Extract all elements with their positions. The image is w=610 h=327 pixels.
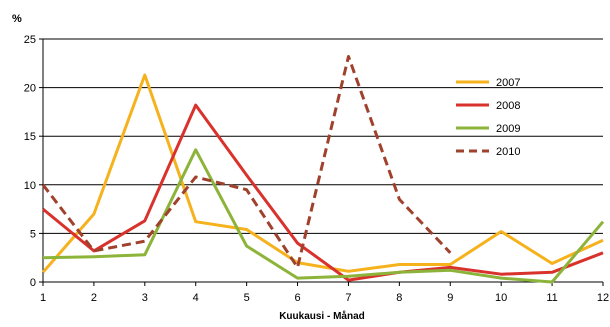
x-tick-label: 8 (396, 292, 402, 304)
grid-lines (39, 38, 603, 283)
x-tick-label: 12 (597, 292, 609, 304)
y-tick-label: 25 (24, 34, 36, 46)
y-tick-label: 15 (24, 131, 36, 143)
x-tick-label: 3 (142, 292, 148, 304)
x-tick-label: 5 (244, 292, 250, 304)
x-tick-label: 11 (546, 292, 557, 304)
legend: 2007 2008 2009 2010 (456, 77, 520, 158)
y-tick-label: 20 (24, 83, 36, 95)
x-tick-label: 7 (345, 292, 351, 304)
series-line-2010 (41, 55, 452, 269)
legend-label-2007: 2007 (496, 77, 520, 89)
series-line-2007 (41, 73, 604, 274)
legend-label-2009: 2009 (496, 123, 520, 135)
x-tick-label: 10 (495, 292, 507, 304)
series-line-2008 (42, 103, 604, 282)
y-axis-label: % (12, 13, 22, 25)
y-tick-label: 0 (30, 277, 36, 289)
x-tick-label: 1 (40, 292, 46, 304)
y-tick-label: 10 (24, 180, 36, 192)
x-tick-labels: 1 2 3 4 5 6 7 8 9 10 11 12 (40, 282, 609, 304)
series-line-2009 (42, 148, 605, 284)
series-lines (41, 55, 605, 284)
x-tick-label: 9 (447, 292, 453, 304)
x-tick-label: 4 (193, 292, 199, 304)
legend-label-2010: 2010 (496, 146, 520, 158)
y-tick-labels: 0 5 10 15 20 25 (24, 34, 36, 289)
x-tick-label: 2 (91, 292, 97, 304)
x-axis-label: Kuukausi - Månad (279, 310, 365, 322)
x-tick-label: 6 (294, 292, 300, 304)
legend-label-2008: 2008 (496, 100, 520, 112)
y-tick-label: 5 (30, 228, 36, 240)
